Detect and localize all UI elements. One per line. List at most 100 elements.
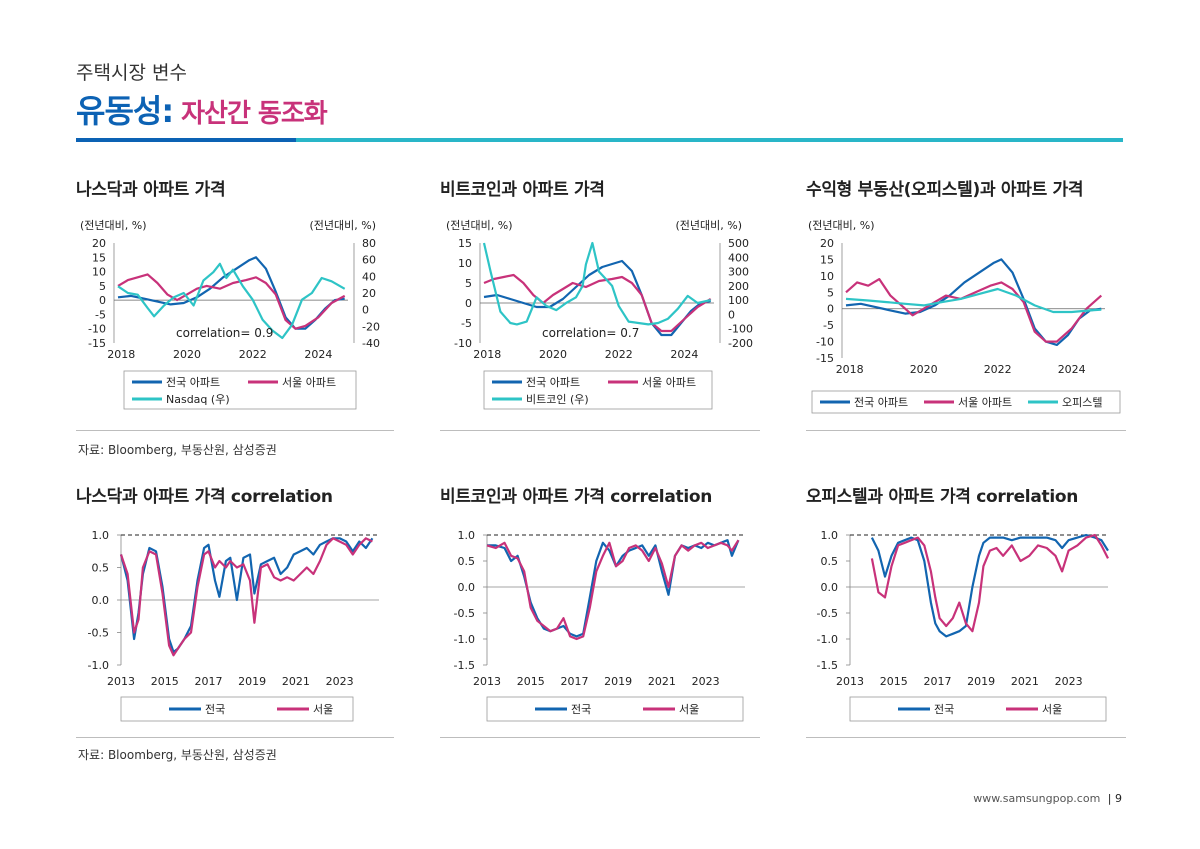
y-tick-label: 0.5 (92, 562, 110, 575)
chart-bitcoin-corr: 1.0 0.5 0.0 -0.5 -1.0 -1.5 2013 2015 2017 2019 202… (454, 529, 745, 722)
y-tick-label: 5 (465, 277, 472, 290)
series-line-0 (845, 258, 1102, 346)
header-rule (76, 138, 1123, 142)
y-tick-label: 1.0 (458, 529, 476, 542)
page-supertitle: 주택시장 변수 (76, 62, 187, 84)
y-right-tick-label: 0 (362, 304, 369, 317)
page-number: 9 (1115, 792, 1122, 805)
panel-divider (76, 430, 394, 431)
x-tick-label: 2017 (560, 675, 588, 688)
legend-box (811, 390, 1121, 414)
series-line-1 (119, 537, 373, 657)
x-tick-label: 2018 (836, 363, 864, 376)
y-tick-label: -15 (88, 337, 106, 350)
series-line-1 (486, 539, 740, 641)
panel-divider (806, 737, 1126, 738)
x-tick-label: 2013 (107, 675, 135, 688)
chart-title-bitcoin: 비트코인과 아파트 가격 (440, 180, 605, 200)
y-right-tick-label: -100 (728, 323, 753, 336)
x-tick-label: 2013 (836, 675, 864, 688)
y-right-tick-label: 60 (362, 254, 376, 267)
x-tick-label: 2018 (473, 348, 501, 361)
x-tick-label: 2015 (880, 675, 908, 688)
y-tick-label: -1.5 (454, 659, 475, 672)
chart-nasdaq: (전년대비, %) (전년대비, %)20151050-5-10-15806040… (80, 219, 380, 410)
y-tick-label: -10 (88, 323, 106, 336)
y-tick-label: 10 (820, 270, 834, 283)
chart-title-officetel-corr: 오피스텔과 아파트 가격 correlation (806, 487, 1079, 507)
y-right-tick-label: -20 (362, 320, 380, 333)
x-tick-label: 2020 (173, 348, 201, 361)
y-right-tick-label: 500 (728, 237, 749, 250)
chart-title-nasdaq-corr: 나스닥과 아파트 가격 correlation (76, 487, 333, 507)
y-tick-label: 10 (92, 266, 106, 279)
y-right-tick-label: 40 (362, 270, 376, 283)
x-tick-label: 2022 (605, 348, 633, 361)
legend-box (483, 370, 713, 410)
legend-label-2: Nasdaq (우) (166, 393, 230, 406)
y-unit-left: (전년대비, %) (446, 219, 513, 232)
y-tick-label: -5 (461, 317, 472, 330)
chart-bitcoin: (전년대비, %) (전년대비, %)151050-5-1050040030020… (446, 219, 753, 410)
y-tick-label: -1.0 (454, 633, 475, 646)
x-tick-label: 2023 (692, 675, 720, 688)
series-line-1 (870, 533, 1109, 633)
series-line-1 (483, 273, 712, 333)
y-tick-label: 0.5 (821, 555, 839, 568)
series-line-2 (845, 287, 1102, 314)
x-tick-label: 2021 (1011, 675, 1039, 688)
legend-label-1: 서울 (679, 703, 699, 716)
source-note-bottom: 자료: Bloomberg, 부동산원, 삼성증권 (78, 748, 277, 762)
footer-url: www.samsungpop.com (973, 792, 1101, 805)
y-tick-label: -5 (823, 319, 834, 332)
x-tick-label: 2024 (1058, 363, 1086, 376)
y-tick-label: 15 (820, 253, 834, 266)
page-title-sub: 자산간 동조화 (181, 99, 328, 129)
y-tick-label: 5 (827, 286, 834, 299)
legend-label-0: 전국 (205, 703, 225, 716)
page-footer: www.samsungpop.com | 9 (973, 792, 1122, 805)
legend-label-1: 서울 (313, 703, 333, 716)
y-right-tick-label: 20 (362, 287, 376, 300)
series-line-1 (117, 273, 346, 330)
y-tick-label: 15 (92, 251, 106, 264)
y-right-tick-label: 300 (728, 266, 749, 279)
y-right-tick-label: 100 (728, 294, 749, 307)
x-tick-label: 2021 (648, 675, 676, 688)
y-tick-label: -10 (816, 336, 834, 349)
y-right-tick-label: 80 (362, 237, 376, 250)
x-tick-label: 2021 (282, 675, 310, 688)
legend-label-1: 서울 (1042, 703, 1062, 716)
series-line-1 (845, 277, 1103, 343)
x-tick-label: 2020 (910, 363, 938, 376)
x-tick-label: 2013 (473, 675, 501, 688)
y-right-tick-label: 200 (728, 280, 749, 293)
legend-label-1: 서울 아파트 (642, 376, 696, 389)
y-tick-label: -0.5 (88, 627, 109, 640)
y-tick-label: 1.0 (92, 529, 110, 542)
x-tick-label: 2017 (194, 675, 222, 688)
y-tick-label: 0.5 (458, 555, 476, 568)
legend-label-1: 서울 아파트 (958, 396, 1012, 409)
y-tick-label: 20 (92, 237, 106, 250)
x-tick-label: 2019 (604, 675, 632, 688)
page-title-main: 유동성: (76, 92, 174, 130)
series-line-0 (117, 256, 345, 330)
y-tick-label: -10 (454, 337, 472, 350)
y-tick-label: -1.0 (88, 659, 109, 672)
y-tick-label: 0 (827, 303, 834, 316)
y-tick-label: 0 (465, 297, 472, 310)
y-unit-right: (전년대비, %) (675, 219, 742, 232)
legend-box (486, 696, 744, 722)
chart-title-nasdaq: 나스닥과 아파트 가격 (76, 180, 226, 200)
x-tick-label: 2019 (967, 675, 995, 688)
y-tick-label: 0.0 (92, 594, 110, 607)
x-tick-label: 2023 (326, 675, 354, 688)
chart-nasdaq-corr: 1.0 0.5 0.0 -0.5 -1.0 2013 2015 2017 2019 2021 202… (88, 529, 379, 722)
correlation-annotation: correlation= 0.9 (176, 326, 273, 340)
panel-divider (440, 430, 760, 431)
series-line-2 (482, 241, 711, 326)
page-title: 유동성: 자산간 동조화 (76, 86, 328, 132)
x-tick-label: 2015 (517, 675, 545, 688)
y-tick-label: 15 (458, 237, 472, 250)
